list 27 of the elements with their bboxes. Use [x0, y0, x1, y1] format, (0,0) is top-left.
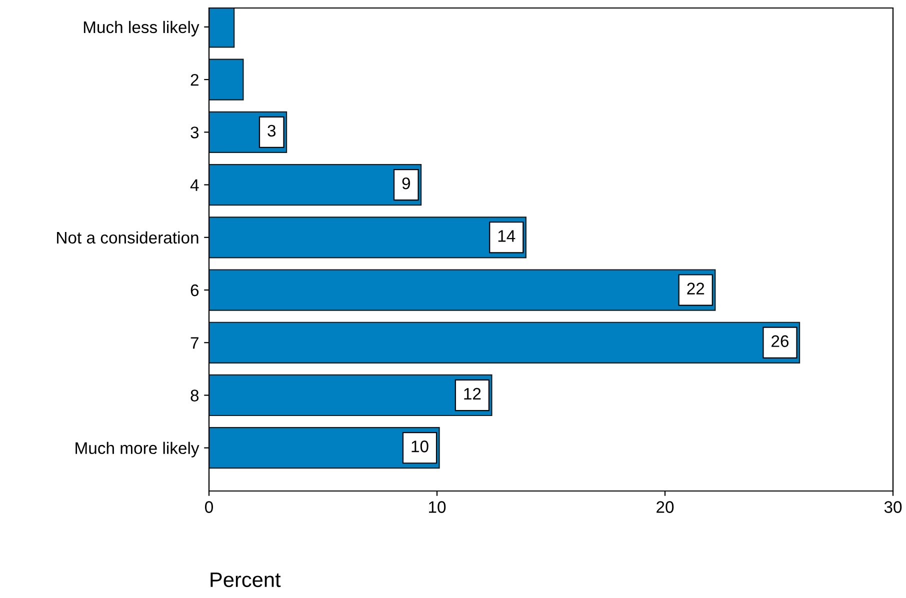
- y-tick-label: 4: [190, 179, 199, 191]
- x-axis-title: Percent: [210, 572, 281, 588]
- x-tick-label: 0: [205, 501, 213, 513]
- bar: [209, 216, 526, 258]
- data-label: 22: [687, 282, 704, 294]
- bar: [209, 322, 800, 364]
- x-tick-label: 10: [429, 501, 446, 513]
- bar: [209, 269, 716, 311]
- data-label: 14: [498, 230, 516, 242]
- bar: [209, 58, 244, 100]
- x-tick-label: 20: [656, 501, 674, 513]
- bar: [209, 374, 492, 416]
- y-tick-label: Much less likely: [84, 20, 200, 36]
- x-tick-label: 30: [884, 501, 902, 513]
- y-tick-label: Much more likely: [76, 442, 200, 458]
- y-tick-label: 8: [190, 390, 199, 402]
- y-tick-label: 6: [190, 284, 199, 296]
- data-label: 12: [464, 388, 481, 400]
- data-label: 26: [772, 335, 789, 348]
- y-tick-label: 3: [190, 126, 199, 138]
- y-tick-label: 7: [190, 337, 198, 349]
- data-label: 3: [268, 124, 276, 137]
- data-label: 9: [402, 177, 410, 190]
- data-label: 10: [412, 440, 428, 452]
- y-tick-label: 2: [190, 74, 198, 86]
- bar: [209, 164, 422, 206]
- y-tick-label: Not a consideration: [57, 231, 198, 244]
